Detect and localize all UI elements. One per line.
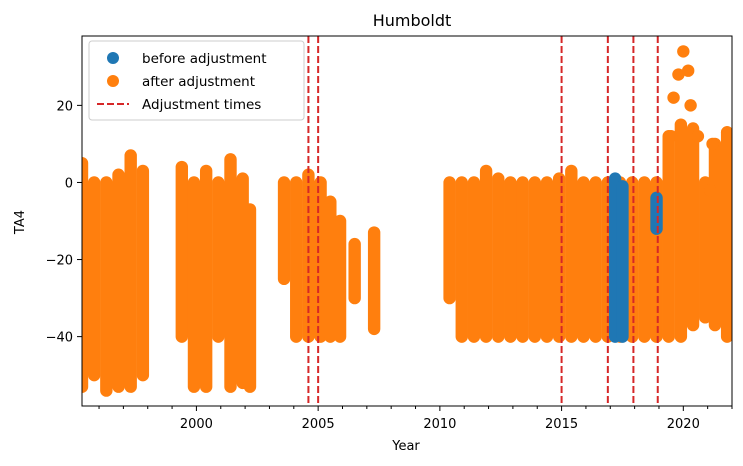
chart-title: Humboldt <box>373 11 452 30</box>
legend-label: Adjustment times <box>142 97 261 113</box>
x-tick-label: 2005 <box>302 417 335 432</box>
series-after-point <box>703 183 717 197</box>
x-tick-label: 2015 <box>545 417 578 432</box>
series-after-point <box>706 137 719 151</box>
legend-label: after adjustment <box>142 74 255 90</box>
series-after-point <box>684 99 697 112</box>
legend-label: before adjustment <box>142 51 267 67</box>
series-after-point <box>677 45 690 58</box>
series-after-point <box>664 130 678 143</box>
series-after-point <box>720 126 732 139</box>
y-axis-title: TA4 <box>13 210 28 235</box>
y-tick-label: 20 <box>56 99 73 114</box>
plot-frame <box>81 35 733 407</box>
x-tick-label: 2000 <box>180 417 213 432</box>
series-after-point <box>691 130 705 143</box>
x-axis-title: Year <box>391 439 420 454</box>
series-after-point <box>667 91 680 104</box>
y-tick-label: −20 <box>46 254 73 269</box>
legend-box <box>88 40 305 121</box>
y-tick-label: 0 <box>65 176 73 191</box>
series-after-point <box>672 68 685 81</box>
series-after-point <box>681 64 695 77</box>
x-tick-label: 2010 <box>423 417 456 432</box>
y-tick-label: −40 <box>46 331 73 346</box>
x-tick-label: 2020 <box>667 417 700 432</box>
legend-marker-before <box>107 52 119 64</box>
legend-marker-after <box>107 75 119 87</box>
